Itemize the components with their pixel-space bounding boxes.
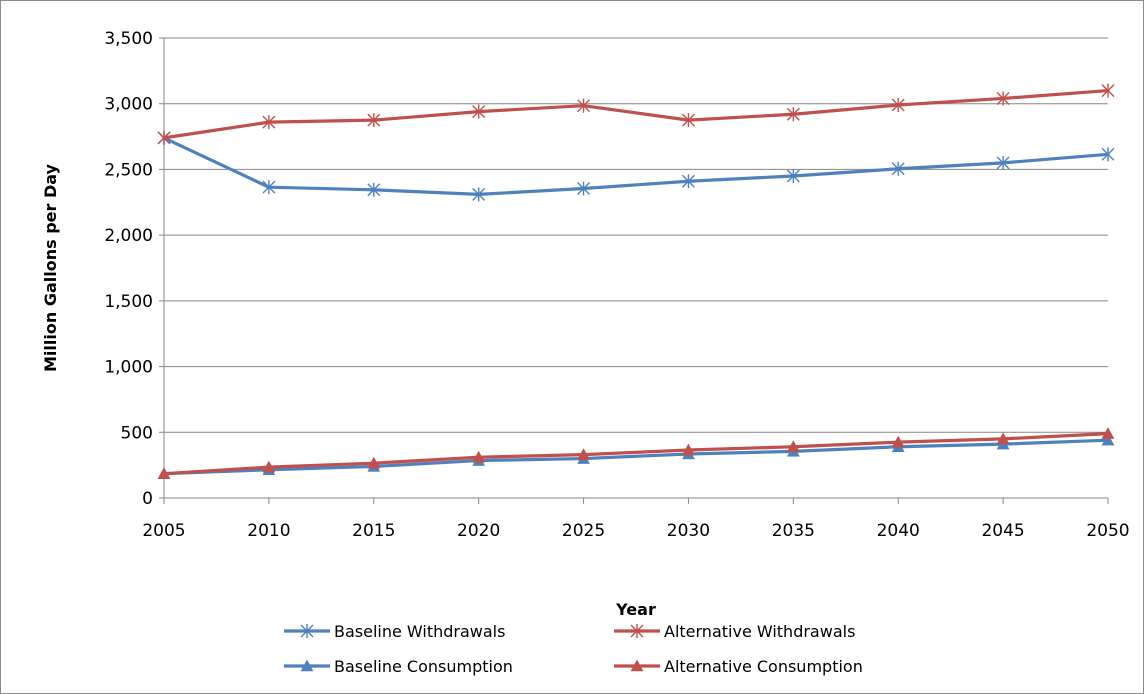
x-tick-label: 2025 [562, 521, 605, 541]
data-point-baseline-withdrawals [1101, 147, 1115, 162]
data-point-baseline-withdrawals [891, 161, 905, 176]
data-point-baseline-withdrawals [262, 180, 276, 195]
series-alternative-consumption [157, 427, 1115, 479]
data-point-baseline-withdrawals [577, 181, 591, 196]
data-point-baseline-consumption [1101, 433, 1115, 446]
y-tick-label: 3,000 [104, 95, 153, 115]
data-point-baseline-withdrawals [367, 182, 381, 197]
data-point-alternative-consumption [577, 448, 590, 460]
data-point-alternative-withdrawals [1101, 83, 1115, 98]
y-tick-label: 3,500 [104, 29, 153, 49]
legend-item-alternative-withdrawals: Alternative Withdrawals [614, 622, 855, 641]
data-point-alternative-consumption [367, 456, 381, 469]
x-tick-label: 2005 [142, 521, 185, 541]
series-line-alternative-withdrawals [162, 88, 1110, 140]
y-tick-label: 2,000 [104, 226, 153, 246]
data-point-alternative-consumption [262, 460, 276, 473]
y-axis-title: Million Gallons per Day [41, 163, 60, 372]
x-tick-label: 2050 [1086, 521, 1129, 541]
legend-item-baseline-withdrawals: Baseline Withdrawals [284, 622, 505, 641]
y-tick-labels: 0 500 1,000 1,500 2,000 2,500 3,000 3,500 [104, 29, 153, 509]
data-series [157, 83, 1115, 479]
legend-marker [300, 659, 314, 672]
legend-swatch-baseline-withdrawals [284, 624, 330, 638]
x-axis-title: Year [615, 600, 656, 619]
series-line-baseline-withdrawals [162, 136, 1110, 196]
data-point-alternative-withdrawals [157, 130, 171, 145]
data-point-alternative-withdrawals [367, 113, 381, 128]
series-baseline-withdrawals [157, 130, 1115, 202]
series-alternative-withdrawals [157, 83, 1115, 145]
x-tick-label: 2010 [247, 521, 290, 541]
data-point-alternative-withdrawals [786, 107, 800, 122]
y-tick-label: 1,500 [104, 292, 153, 312]
data-point-baseline-withdrawals [996, 155, 1010, 170]
data-point-alternative-withdrawals [577, 98, 591, 113]
legend-swatch-alternative-withdrawals [614, 624, 660, 638]
gridlines [159, 37, 1108, 499]
legend-label-alternative-consumption: Alternative Consumption [664, 657, 863, 676]
data-point-alternative-withdrawals [262, 115, 276, 130]
y-tick-label: 2,500 [104, 160, 153, 180]
legend-label-alternative-withdrawals: Alternative Withdrawals [664, 622, 855, 641]
x-tick-labels: 2005 2010 2015 2020 2025 2030 2035 2040 2045 2050 [142, 521, 1129, 541]
legend-item-baseline-consumption: Baseline Consumption [284, 657, 513, 676]
y-tick-label: 500 [121, 423, 153, 443]
legend-swatch-alternative-consumption [614, 659, 660, 672]
data-point-alternative-consumption [891, 435, 905, 448]
legend-marker [630, 624, 644, 638]
x-tick-label: 2045 [981, 521, 1024, 541]
legend-label-baseline-withdrawals: Baseline Withdrawals [334, 622, 505, 641]
data-point-alternative-consumption [786, 440, 800, 452]
legend-swatch-baseline-consumption [284, 659, 330, 672]
data-point-alternative-consumption [157, 467, 171, 479]
data-point-alternative-consumption [472, 450, 486, 463]
data-point-baseline-withdrawals [472, 187, 486, 202]
x-tick-label: 2035 [772, 521, 815, 541]
legend: Baseline Withdrawals Alternative Withdra… [284, 622, 863, 676]
x-tick-label: 2040 [877, 521, 920, 541]
series-line-alternative-consumption [162, 432, 1110, 476]
legend-marker [300, 624, 314, 638]
x-tick-label: 2015 [352, 521, 395, 541]
x-tick-label: 2020 [457, 521, 500, 541]
data-point-alternative-withdrawals [681, 113, 695, 128]
legend-label-baseline-consumption: Baseline Consumption [334, 657, 513, 676]
data-point-alternative-withdrawals [891, 98, 905, 113]
data-point-alternative-consumption [682, 443, 695, 456]
data-point-baseline-withdrawals [681, 174, 695, 189]
data-point-alternative-consumption [996, 432, 1010, 445]
y-tick-label: 0 [142, 489, 153, 509]
axes [163, 38, 1109, 504]
data-point-alternative-withdrawals [472, 104, 486, 119]
data-point-baseline-withdrawals [786, 169, 800, 183]
series-line-baseline-consumption [162, 438, 1110, 476]
data-point-alternative-consumption [1101, 427, 1115, 439]
x-tick-label: 2030 [667, 521, 710, 541]
legend-marker [630, 659, 644, 672]
legend-item-alternative-consumption: Alternative Consumption [614, 657, 863, 676]
data-point-alternative-withdrawals [996, 91, 1010, 106]
y-tick-label: 1,000 [104, 358, 153, 378]
